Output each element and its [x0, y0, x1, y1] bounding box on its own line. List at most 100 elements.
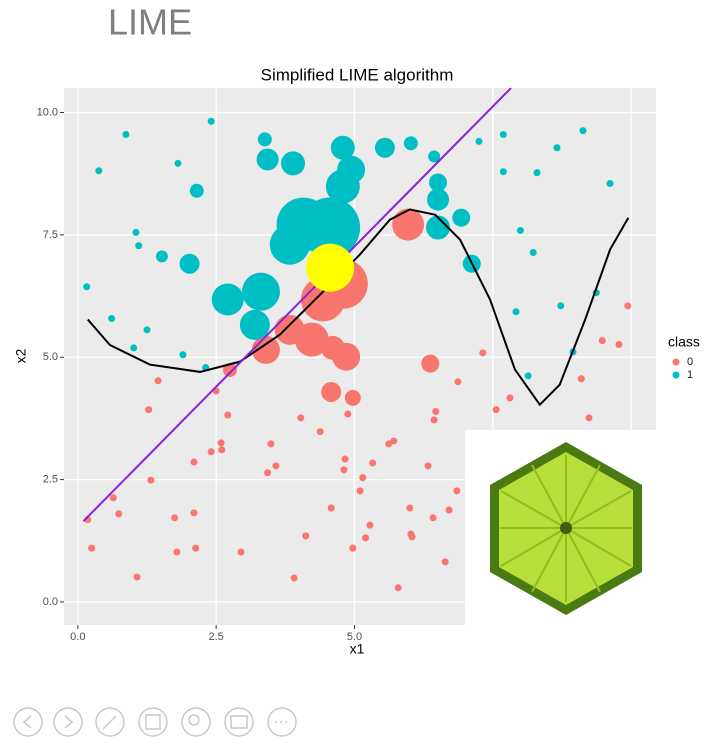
point [270, 225, 310, 265]
point [427, 189, 449, 211]
point [135, 242, 142, 249]
toolbar [14, 708, 296, 736]
legend-swatch [673, 372, 680, 379]
point [409, 533, 416, 540]
point [517, 227, 524, 234]
point [426, 216, 450, 240]
point [345, 390, 361, 406]
point [156, 250, 168, 262]
point [506, 394, 513, 401]
point [238, 549, 245, 556]
point [302, 532, 309, 539]
y-tick-label: 2.5 [43, 474, 58, 486]
point [344, 411, 351, 418]
point [452, 209, 470, 227]
point [267, 440, 274, 447]
next-button[interactable] [54, 708, 82, 736]
point [534, 169, 541, 176]
point [442, 558, 449, 565]
point [553, 144, 560, 151]
subtitle-button[interactable] [225, 708, 253, 736]
x-tick-label: 0.0 [70, 631, 85, 643]
point [578, 375, 585, 382]
point [208, 118, 215, 125]
point [425, 462, 432, 469]
point [369, 459, 376, 466]
point [321, 382, 341, 402]
point [406, 505, 413, 512]
point [579, 127, 586, 134]
point [297, 414, 304, 421]
point [431, 416, 438, 423]
point [362, 534, 369, 541]
point [479, 349, 486, 356]
prev-button[interactable] [14, 708, 42, 736]
point [218, 446, 225, 453]
point [349, 545, 356, 552]
point [95, 167, 102, 174]
point [110, 494, 117, 501]
point [145, 406, 152, 413]
point [180, 254, 200, 274]
point [321, 336, 345, 360]
point [224, 411, 231, 418]
point [291, 575, 298, 582]
point [430, 514, 437, 521]
point [171, 514, 178, 521]
point [342, 456, 349, 463]
point [557, 302, 564, 309]
slides-button[interactable] [139, 708, 167, 736]
point [143, 326, 150, 333]
point [212, 283, 244, 315]
point [317, 428, 324, 435]
point [179, 351, 186, 358]
point [83, 283, 90, 290]
point [257, 148, 279, 170]
next-icon [65, 716, 72, 728]
point [453, 487, 460, 494]
y-tick-label: 5.0 [43, 351, 58, 363]
pen-icon [103, 716, 116, 729]
point [390, 437, 397, 444]
point [115, 510, 122, 517]
point [130, 344, 137, 351]
point [264, 469, 271, 476]
point [475, 138, 482, 145]
point [359, 474, 366, 481]
point [272, 462, 279, 469]
page: LIME Simplified LIME algorithm 0.02.55.0… [0, 0, 705, 739]
zoom-button[interactable] [182, 708, 210, 736]
lime-image [465, 430, 656, 640]
y-tick-label: 10.0 [37, 106, 58, 118]
point [328, 505, 335, 512]
y-tick-label: 0.0 [43, 596, 58, 608]
point [242, 273, 280, 311]
point [421, 355, 439, 373]
point [108, 315, 115, 322]
point [500, 168, 507, 175]
point [500, 131, 507, 138]
point [446, 506, 453, 513]
legend-label: 0 [687, 356, 693, 368]
point [281, 151, 305, 175]
point [190, 184, 204, 198]
subtitle-icon [231, 716, 247, 728]
point [392, 209, 424, 241]
zoom-icon [189, 715, 199, 725]
point [432, 408, 439, 415]
slide-title: LIME [108, 2, 192, 43]
point [147, 477, 154, 484]
point [340, 466, 347, 473]
legend-swatch [673, 359, 680, 366]
y-axis-title: x2 [13, 348, 29, 363]
x-tick-label: 2.5 [209, 631, 224, 643]
point [599, 337, 606, 344]
point [218, 439, 225, 446]
point [174, 160, 181, 167]
point [191, 458, 198, 465]
prev-icon [24, 716, 31, 728]
point [615, 341, 622, 348]
lime-core [560, 522, 572, 534]
point [395, 584, 402, 591]
